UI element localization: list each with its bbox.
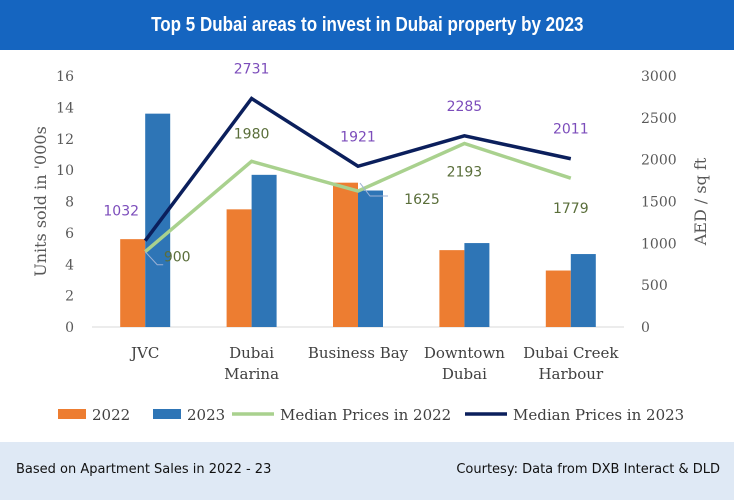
bar-2023 (358, 190, 383, 327)
data-label: 1625 (404, 192, 440, 208)
bar-2023 (464, 243, 490, 327)
data-label: 1921 (340, 129, 376, 145)
bar-2023 (570, 254, 596, 327)
bar-2022 (545, 270, 571, 327)
bar-2022 (333, 182, 358, 327)
chart-title: Top 5 Dubai areas to invest in Dubai pro… (150, 13, 584, 36)
y-right-tick-label: 0 (641, 320, 650, 336)
y-axis-label: Units sold in '000s (31, 126, 50, 277)
x-tick-label: Business Bay (308, 344, 409, 362)
data-label: 1980 (234, 126, 270, 142)
data-label: 2285 (447, 99, 483, 115)
data-label: 2731 (234, 62, 270, 78)
data-label: 900 (164, 250, 191, 266)
x-tick-label: Dubai (442, 365, 487, 383)
bar-2022 (120, 239, 146, 327)
title-bar: Top 5 Dubai areas to invest in Dubai pro… (0, 0, 734, 50)
line-0 (144, 141, 572, 254)
y-right-axis-label: AED / sq ft (691, 157, 710, 246)
line-1 (143, 96, 572, 242)
bar-2023 (145, 113, 171, 328)
footer-credit: Courtesy: Data from DXB Interact & DLD (456, 462, 720, 477)
y-tick-label: 6 (65, 226, 74, 242)
leader-line (144, 251, 164, 266)
bar-2022 (226, 209, 252, 327)
y-right-tick-label: 2000 (641, 153, 677, 169)
y-right-tick-label: 1000 (641, 236, 677, 252)
y-tick-label: 16 (56, 69, 74, 85)
bar-2023 (251, 174, 277, 327)
legend-label: 2023 (187, 406, 225, 424)
y-right-tick-label: 3000 (641, 69, 677, 85)
y-tick-label: 8 (65, 195, 74, 211)
x-tick-label: Dubai (229, 344, 274, 362)
legend-label: 2022 (92, 406, 130, 424)
legend-label: Median Prices in 2023 (513, 406, 684, 424)
y-tick-label: 0 (65, 320, 74, 336)
y-right-tick-label: 500 (641, 278, 668, 294)
data-label: 1779 (553, 201, 589, 217)
y-tick-label: 4 (65, 257, 74, 273)
leader-line (359, 182, 388, 197)
x-tick-label: JVC (129, 344, 159, 362)
data-label: 1032 (103, 204, 139, 220)
data-label: 2193 (447, 165, 483, 181)
footer-note: Based on Apartment Sales in 2022 - 23 (16, 462, 272, 477)
y-tick-label: 2 (65, 289, 74, 305)
y-tick-label: 12 (56, 132, 74, 148)
x-tick-label: Downtown (424, 344, 505, 362)
y-right-tick-label: 1500 (641, 195, 677, 211)
legend-label: Median Prices in 2022 (280, 406, 451, 424)
chart: 0 2 4 6 8 10 12 14 16 0 500 1000 1500 2000 2500 3000 Uni… (31, 62, 710, 424)
legend-swatch (58, 409, 86, 419)
y-tick-label: 10 (56, 163, 74, 179)
x-tick-label: Marina (224, 365, 279, 383)
footer: Based on Apartment Sales in 2022 - 23 Co… (0, 442, 734, 500)
y-right-tick-label: 2500 (641, 111, 677, 127)
bar-2022 (439, 250, 465, 327)
data-label: 2011 (553, 122, 589, 138)
legend-swatch (153, 409, 181, 419)
x-tick-label: Dubai Creek (523, 344, 619, 362)
y-tick-label: 14 (56, 100, 74, 116)
x-tick-label: Harbour (538, 365, 603, 383)
